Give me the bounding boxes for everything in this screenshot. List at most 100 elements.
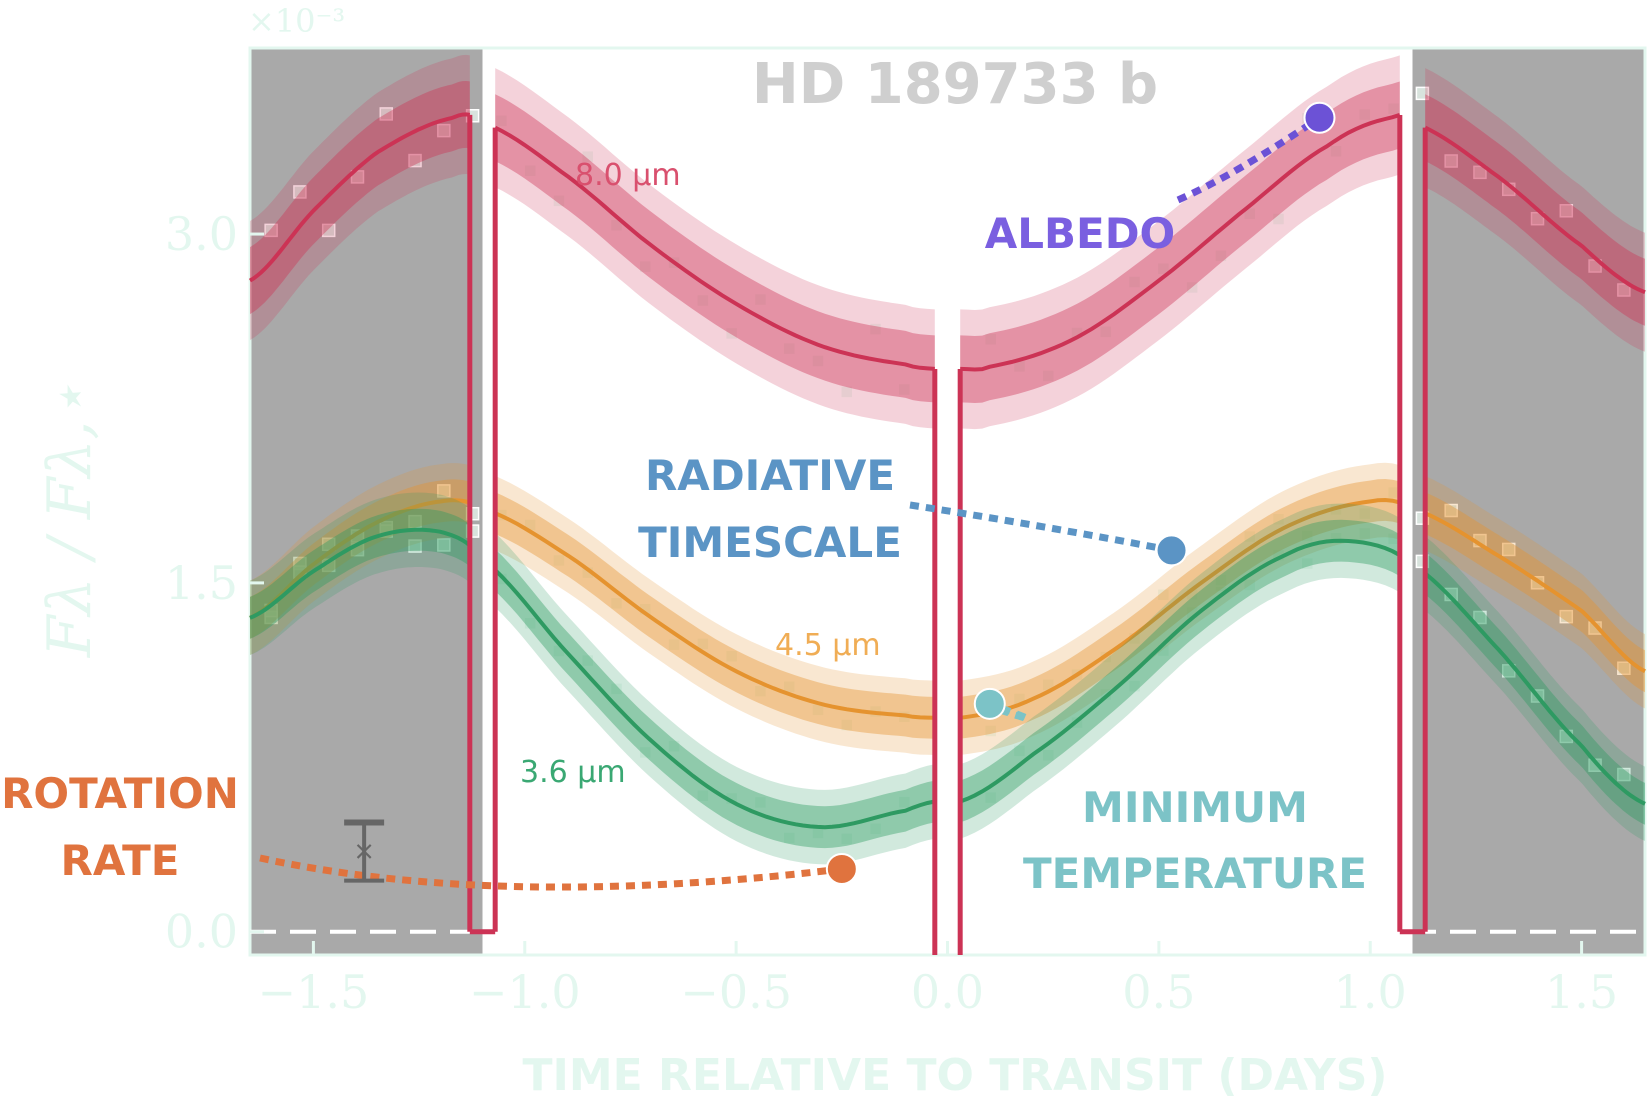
callout-albedo: ALBEDO [985, 209, 1176, 258]
series-band-36-1-1 [495, 549, 935, 849]
data-point-45-16 [724, 649, 739, 663]
data-point-80-10 [552, 194, 566, 208]
series-line-45-2 [959, 497, 1401, 720]
data-point-80-32 [1185, 280, 1199, 295]
data-point-36-30 [1127, 679, 1142, 693]
data-point-80-41 [1444, 154, 1458, 168]
data-point-36-47 [1617, 767, 1631, 782]
data-point-45-14 [667, 637, 681, 652]
x-tick-label-6: 1.5 [1545, 965, 1618, 1019]
data-point-80-38 [1358, 107, 1372, 122]
series-label-4-5um: 4.5 μm [775, 628, 881, 663]
x-tick-label-1: −1.0 [469, 965, 581, 1019]
x-tick-label-5: 1.0 [1334, 965, 1407, 1019]
data-point-80-40 [1415, 86, 1430, 101]
series-line-80-2 [960, 112, 1401, 372]
data-point-45-41 [1444, 503, 1458, 518]
data-point-36-5 [408, 539, 422, 553]
data-point-45-36 [1300, 529, 1315, 543]
data-point-80-8 [494, 114, 509, 128]
series-line-45-3 [1424, 511, 1646, 674]
data-point-80-16 [724, 326, 739, 341]
x-tick-label-4: 0.5 [1122, 965, 1195, 1019]
series-band-36-0-0 [250, 492, 470, 655]
x-tick-label-3: 0.0 [911, 965, 984, 1019]
series-band-36-1-0 [250, 508, 470, 639]
data-point-80-6 [437, 123, 451, 138]
data-point-80-22 [897, 382, 912, 397]
data-point-45-20 [840, 718, 854, 732]
eclipse-region-1 [1412, 48, 1645, 955]
series-band-80-0-1 [495, 68, 935, 429]
data-point-36-12 [609, 682, 624, 696]
data-point-45-45 [1559, 609, 1574, 624]
series-line-36-3 [1423, 571, 1646, 806]
data-point-80-20 [840, 385, 854, 399]
data-point-45-17 [753, 684, 768, 698]
chart-title: HD 189733 b [752, 52, 1158, 117]
data-point-80-33 [1214, 249, 1228, 263]
data-point-80-37 [1329, 144, 1343, 159]
data-point-45-34 [1242, 529, 1257, 544]
annotation-marker-0 [1303, 101, 1336, 134]
callout-radiative-line2: TIMESCALE [638, 518, 902, 567]
data-point-36-27 [1041, 748, 1055, 762]
data-point-36-11 [580, 653, 595, 668]
data-point-45-35 [1271, 512, 1286, 526]
series-band-36-0-1 [495, 532, 935, 865]
data-point-36-17 [753, 795, 768, 810]
data-point-80-2 [321, 223, 336, 238]
data-point-45-25 [983, 724, 998, 738]
data-point-80-25 [983, 332, 998, 347]
data-point-80-39 [1386, 101, 1401, 116]
series-band-36-0-3 [1425, 536, 1645, 841]
annotation-leader-1 [909, 501, 1173, 554]
data-point-45-6 [437, 484, 451, 498]
series-band-80-0-2 [960, 55, 1400, 430]
annotation-leader-3 [259, 854, 843, 891]
data-point-80-27 [1041, 369, 1055, 383]
data-point-80-11 [580, 149, 595, 164]
series-label-3-6um: 3.6 μm [520, 755, 626, 790]
error-bar-marker: × [353, 837, 375, 867]
data-point-80-44 [1530, 211, 1545, 226]
y-tick-label-0: 0.0 [165, 905, 238, 959]
data-point-80-5 [408, 153, 422, 168]
y-tick-label-1: 1.5 [165, 556, 238, 610]
x-axis-title: TIME RELATIVE TO TRANSIT (DAYS) [522, 1050, 1387, 1101]
data-point-36-25 [983, 790, 998, 805]
data-point-36-38 [1358, 526, 1372, 541]
data-point-80-13 [638, 259, 653, 274]
callout-radiative-line1: RADIATIVE [645, 451, 895, 500]
data-point-45-2 [321, 537, 336, 552]
x-tick-label-2: −0.5 [680, 965, 792, 1019]
series-label-8um: 8.0 μm [575, 158, 681, 193]
series-band-45-1-2 [960, 479, 1400, 739]
series-band-80-0-0 [250, 54, 470, 341]
data-point-80-1 [293, 185, 307, 199]
y-tick-label-2: 3.0 [165, 207, 238, 261]
series-band-45-0-2 [960, 462, 1400, 755]
series-band-45-0-1 [495, 475, 935, 755]
data-point-36-18 [782, 831, 796, 845]
data-point-36-42 [1473, 610, 1487, 625]
data-point-80-4 [379, 107, 394, 121]
data-point-80-15 [696, 293, 710, 308]
series-line-36-1 [493, 568, 936, 830]
series-band-36-1-2 [960, 519, 1400, 823]
data-point-36-14 [667, 739, 681, 753]
series-line-80-1 [494, 125, 935, 371]
data-point-80-45 [1559, 204, 1574, 218]
callout-rotation-line1: ROTATION [1, 769, 239, 818]
data-point-36-6 [437, 538, 451, 552]
series-band-45-0-3 [1425, 476, 1645, 709]
y-axis-title: Fλ / Fλ,⋆ [35, 383, 105, 658]
series-band-45-1-0 [250, 479, 470, 639]
series-line-45-0 [249, 498, 471, 620]
data-point-80-9 [523, 163, 537, 178]
data-point-36-20 [840, 832, 854, 846]
data-point-80-47 [1617, 283, 1631, 297]
data-point-36-34 [1242, 578, 1257, 592]
series-line-80-3 [1424, 125, 1646, 295]
